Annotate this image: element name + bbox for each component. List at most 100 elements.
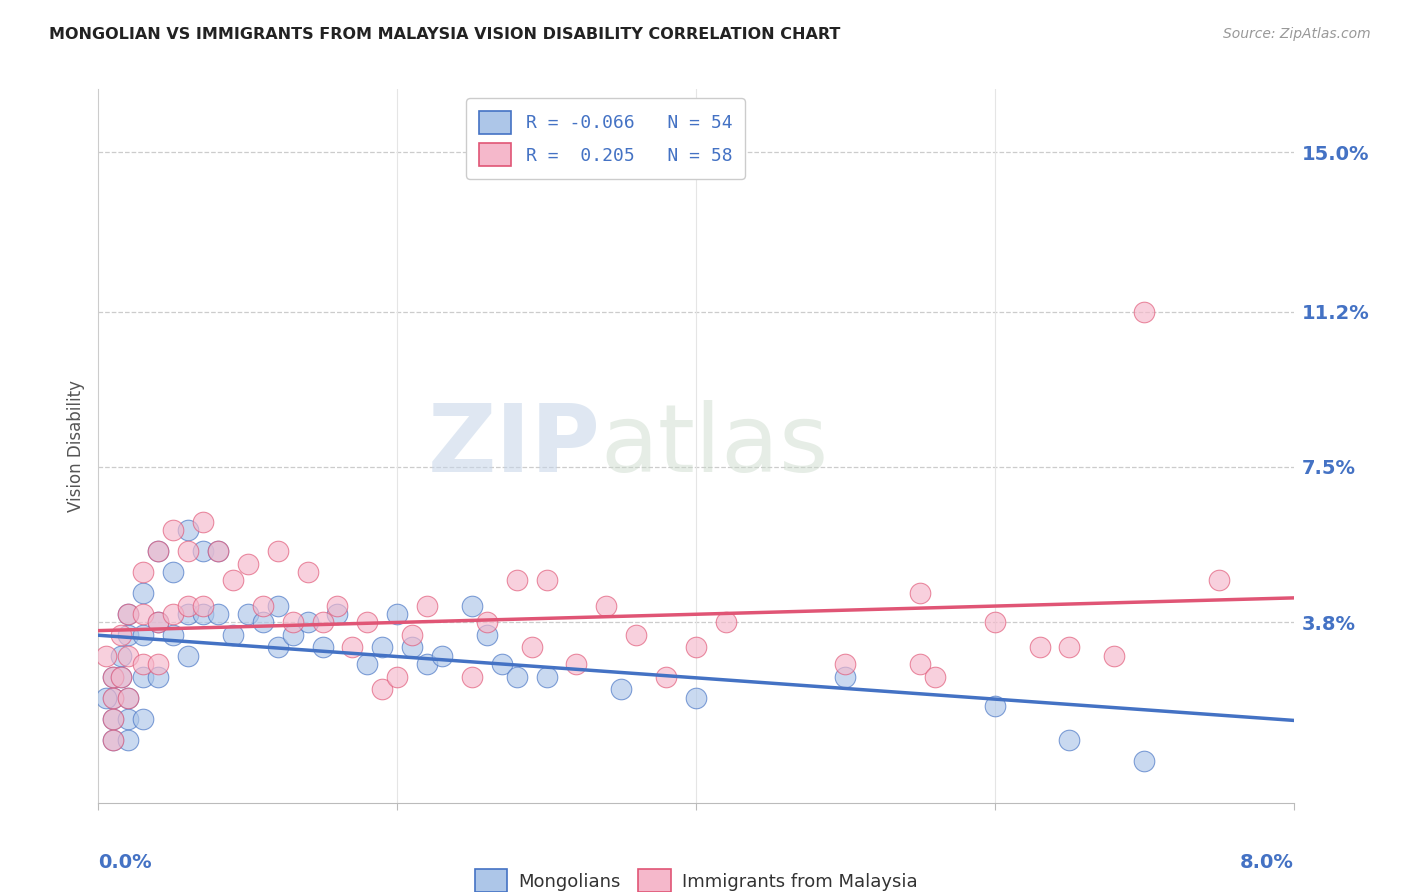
Point xyxy=(177,607,200,621)
Point xyxy=(177,648,200,663)
Point xyxy=(536,574,558,588)
Point xyxy=(506,574,529,588)
Point xyxy=(148,544,170,558)
Point xyxy=(655,670,678,684)
Point xyxy=(191,515,214,529)
Point xyxy=(356,657,378,672)
Point xyxy=(297,565,319,579)
Y-axis label: Vision Disability: Vision Disability xyxy=(66,380,84,512)
Point xyxy=(401,628,423,642)
Point xyxy=(356,615,378,630)
Point xyxy=(252,599,274,613)
Point xyxy=(461,670,484,684)
Point xyxy=(1208,574,1230,588)
Point xyxy=(94,648,117,663)
Point xyxy=(281,628,304,642)
Point xyxy=(430,648,453,663)
Point xyxy=(117,628,139,642)
Point xyxy=(148,657,170,672)
Point xyxy=(162,565,184,579)
Point xyxy=(207,544,229,558)
Point xyxy=(506,670,529,684)
Point xyxy=(236,607,259,621)
Point xyxy=(924,670,946,684)
Point xyxy=(117,607,139,621)
Point xyxy=(267,599,290,613)
Point xyxy=(326,607,349,621)
Point xyxy=(110,670,132,684)
Point xyxy=(103,712,125,726)
Point xyxy=(626,628,648,642)
Point xyxy=(236,557,259,571)
Point xyxy=(311,640,333,655)
Point xyxy=(908,586,931,600)
Text: 0.0%: 0.0% xyxy=(98,853,152,872)
Point xyxy=(110,648,132,663)
Point xyxy=(1133,304,1156,318)
Point xyxy=(148,615,170,630)
Point xyxy=(371,682,394,697)
Point xyxy=(461,599,484,613)
Point xyxy=(132,628,155,642)
Point xyxy=(565,657,588,672)
Point xyxy=(148,670,170,684)
Point xyxy=(385,607,409,621)
Point xyxy=(110,670,132,684)
Point xyxy=(475,615,498,630)
Point xyxy=(984,615,1007,630)
Point xyxy=(371,640,394,655)
Point xyxy=(207,607,229,621)
Point xyxy=(1102,648,1125,663)
Text: 8.0%: 8.0% xyxy=(1240,853,1294,872)
Point xyxy=(103,690,125,705)
Point xyxy=(110,628,132,642)
Point xyxy=(103,670,125,684)
Point xyxy=(1059,732,1081,747)
Text: MONGOLIAN VS IMMIGRANTS FROM MALAYSIA VISION DISABILITY CORRELATION CHART: MONGOLIAN VS IMMIGRANTS FROM MALAYSIA VI… xyxy=(49,27,841,42)
Point xyxy=(281,615,304,630)
Point xyxy=(132,657,155,672)
Point xyxy=(222,628,245,642)
Point xyxy=(908,657,931,672)
Point xyxy=(267,544,290,558)
Point xyxy=(148,544,170,558)
Point xyxy=(148,615,170,630)
Point xyxy=(267,640,290,655)
Point xyxy=(685,640,707,655)
Point xyxy=(685,690,707,705)
Point xyxy=(834,657,856,672)
Point xyxy=(1028,640,1050,655)
Point xyxy=(177,544,200,558)
Point xyxy=(177,523,200,537)
Legend: Mongolians, Immigrants from Malaysia: Mongolians, Immigrants from Malaysia xyxy=(467,862,925,892)
Point xyxy=(401,640,423,655)
Point xyxy=(103,690,125,705)
Point xyxy=(103,670,125,684)
Point xyxy=(834,670,856,684)
Point xyxy=(103,732,125,747)
Point xyxy=(117,690,139,705)
Point xyxy=(1059,640,1081,655)
Text: ZIP: ZIP xyxy=(427,400,600,492)
Point xyxy=(342,640,364,655)
Point xyxy=(162,628,184,642)
Point xyxy=(132,586,155,600)
Text: atlas: atlas xyxy=(600,400,828,492)
Point xyxy=(132,712,155,726)
Point xyxy=(132,670,155,684)
Point xyxy=(385,670,409,684)
Point xyxy=(162,607,184,621)
Point xyxy=(117,712,139,726)
Point xyxy=(610,682,633,697)
Point xyxy=(311,615,333,630)
Point xyxy=(117,648,139,663)
Point xyxy=(297,615,319,630)
Point xyxy=(984,699,1007,714)
Point xyxy=(94,690,117,705)
Text: Source: ZipAtlas.com: Source: ZipAtlas.com xyxy=(1223,27,1371,41)
Point xyxy=(520,640,543,655)
Point xyxy=(117,732,139,747)
Point xyxy=(103,712,125,726)
Point xyxy=(714,615,737,630)
Point xyxy=(491,657,513,672)
